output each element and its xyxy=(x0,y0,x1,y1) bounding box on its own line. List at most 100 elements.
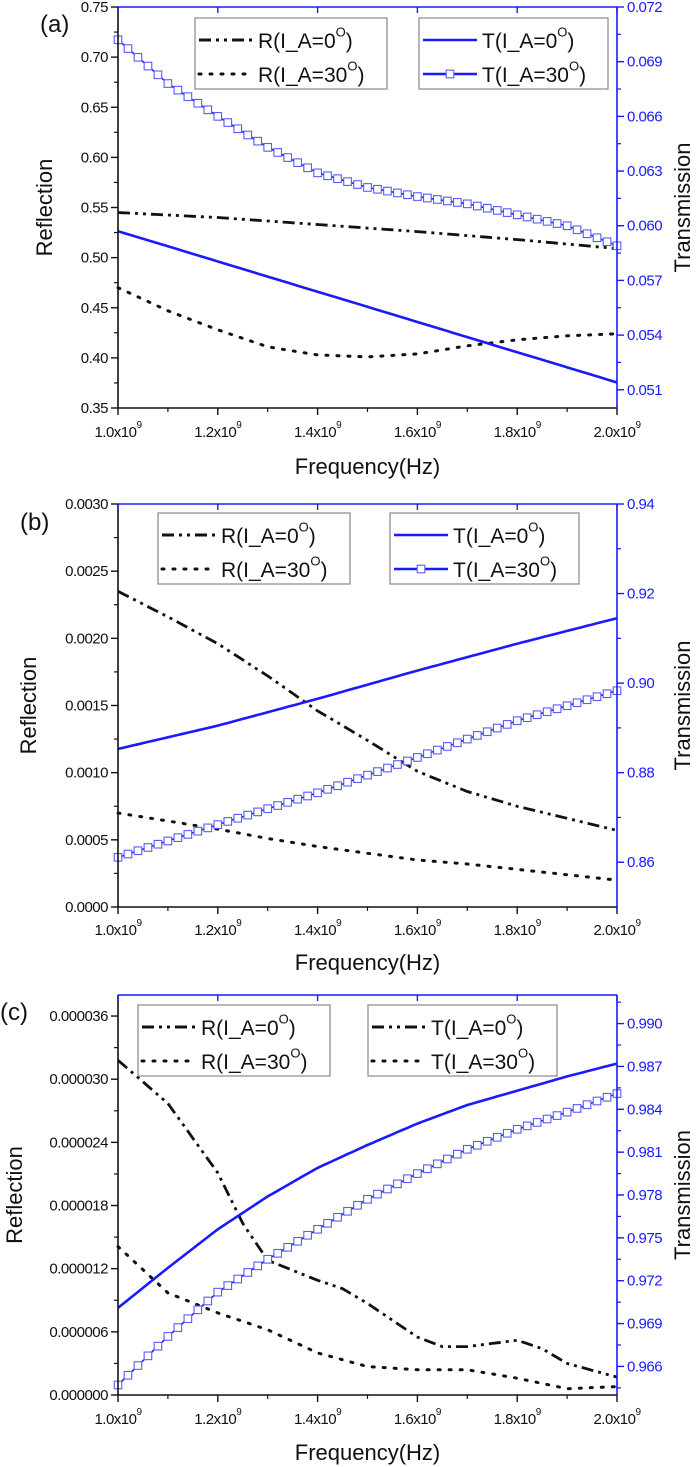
legend-label: T(I_A=30O) xyxy=(482,58,586,87)
data-point-marker xyxy=(223,118,233,127)
series-group xyxy=(113,35,622,384)
y2-tick-label: 0.990 xyxy=(627,1016,662,1033)
x-tick-label: 1.8x109 xyxy=(494,1407,542,1428)
legend: T(I_A=0O) T(I_A=30O) xyxy=(367,1004,558,1077)
data-point-marker xyxy=(512,210,522,220)
data-point-marker xyxy=(602,1092,612,1102)
data-point-marker xyxy=(173,1323,183,1332)
data-point-marker xyxy=(213,112,223,121)
y2-tick-label: 0.972 xyxy=(627,1273,662,1290)
data-point-marker xyxy=(423,1164,432,1174)
y2-axis-label: Transmission xyxy=(670,641,695,771)
legend-box xyxy=(137,1004,331,1077)
y2-tick-label: 0.86 xyxy=(627,854,654,871)
data-point-marker xyxy=(393,1179,402,1189)
y2-tick-label: 0.88 xyxy=(627,765,654,782)
data-point-marker xyxy=(572,1104,582,1113)
legend-label: R(I_A=0O) xyxy=(258,24,353,53)
x-tick-label: 1.8x109 xyxy=(494,420,542,441)
data-point-marker xyxy=(143,1351,153,1361)
data-point-marker xyxy=(303,791,312,801)
series-r-i-a-30-o-line xyxy=(116,811,619,882)
data-point-marker xyxy=(273,801,283,810)
data-point-marker xyxy=(163,836,173,846)
data-point-marker xyxy=(592,692,602,702)
data-point-marker xyxy=(273,148,283,157)
legend-box xyxy=(194,17,388,90)
y-axis-label: Reflection xyxy=(32,159,57,257)
data-point-marker xyxy=(153,839,163,849)
data-point-marker xyxy=(482,727,492,737)
legend-label: T(I_A=30O) xyxy=(453,553,557,582)
y-tick-label: 0.000024 xyxy=(49,1134,108,1151)
series-r-i-a-30-o-line xyxy=(116,286,619,359)
legend-label: T(I_A=0O) xyxy=(482,24,574,53)
data-point-marker xyxy=(133,1361,143,1370)
data-point-marker xyxy=(482,203,492,213)
data-point-marker xyxy=(373,184,382,194)
y-tick-label: 0.0010 xyxy=(65,765,108,782)
data-point-marker xyxy=(363,183,372,192)
data-point-marker xyxy=(413,192,422,201)
legend: T(I_A=0O) T(I_A=30O) xyxy=(418,17,609,90)
y-tick-label: 0.0005 xyxy=(65,832,108,849)
y-tick-label: 0.40 xyxy=(81,350,108,367)
y-tick-label: 0.0015 xyxy=(65,698,108,715)
data-point-marker xyxy=(283,1242,293,1252)
panel-label: (b) xyxy=(20,509,49,536)
legend-box xyxy=(157,512,351,585)
data-point-marker xyxy=(213,820,223,829)
data-point-marker xyxy=(243,130,253,140)
data-point-marker xyxy=(253,807,263,817)
y2-tick-label: 0.969 xyxy=(627,1316,662,1333)
data-point-marker xyxy=(243,810,253,820)
data-point-marker xyxy=(293,158,302,168)
data-point-marker xyxy=(263,143,273,152)
data-point-marker xyxy=(363,1194,372,1204)
data-point-marker xyxy=(323,784,332,794)
y-tick-label: 0.50 xyxy=(81,250,108,267)
x-tick-label: 1.0x109 xyxy=(94,918,142,939)
legend-label: R(I_A=30O) xyxy=(221,553,327,582)
y-tick-label: 0.000036 xyxy=(49,1008,108,1025)
x-tick-label: 2.0x109 xyxy=(593,420,641,441)
y-tick-label: 0.0030 xyxy=(65,496,108,513)
series-r-i-a-0-o-line xyxy=(117,211,618,250)
data-point-marker xyxy=(433,745,442,755)
data-point-marker xyxy=(233,124,243,134)
y2-tick-label: 0.051 xyxy=(627,382,662,399)
data-point-marker xyxy=(383,1184,392,1194)
x-tick-label: 1.6x109 xyxy=(394,420,442,441)
y2-tick-label: 0.978 xyxy=(627,1187,662,1204)
legend-label: T(I_A=30O) xyxy=(431,1045,535,1074)
data-point-marker xyxy=(193,1305,203,1315)
x-tick-label: 1.6x109 xyxy=(394,918,442,939)
y2-tick-label: 0.063 xyxy=(627,163,662,180)
data-point-marker xyxy=(442,742,452,751)
data-point-marker xyxy=(552,219,562,228)
legend-label: T(I_A=0O) xyxy=(431,1011,523,1040)
data-point-marker xyxy=(233,1274,243,1284)
data-point-marker xyxy=(123,849,133,859)
data-point-marker xyxy=(293,794,302,804)
data-point-marker xyxy=(393,188,402,198)
x-tick-label: 1.0x109 xyxy=(94,1407,142,1428)
data-point-marker xyxy=(353,180,362,189)
data-point-marker xyxy=(592,233,602,243)
data-point-marker xyxy=(153,1341,163,1351)
data-point-marker xyxy=(542,1114,552,1124)
data-point-marker xyxy=(353,1200,362,1210)
data-point-marker xyxy=(413,1169,422,1178)
data-point-marker xyxy=(153,70,163,80)
data-point-marker xyxy=(522,1121,532,1131)
data-point-marker xyxy=(492,206,502,215)
data-point-marker xyxy=(143,843,153,852)
series-r-i-a-0-o-line xyxy=(117,1059,618,1379)
data-point-marker xyxy=(423,193,432,203)
data-point-marker xyxy=(592,1096,602,1106)
legend-label: R(I_A=30O) xyxy=(201,1045,307,1074)
data-point-marker xyxy=(203,823,213,833)
y-tick-label: 0.000030 xyxy=(49,1071,108,1088)
chart-panel-b: 1.0x109 1.2x109 1.4x109 1.6x109 1.8x109 2.0x1… xyxy=(16,496,695,975)
legend-label: R(I_A=30O) xyxy=(258,58,364,87)
